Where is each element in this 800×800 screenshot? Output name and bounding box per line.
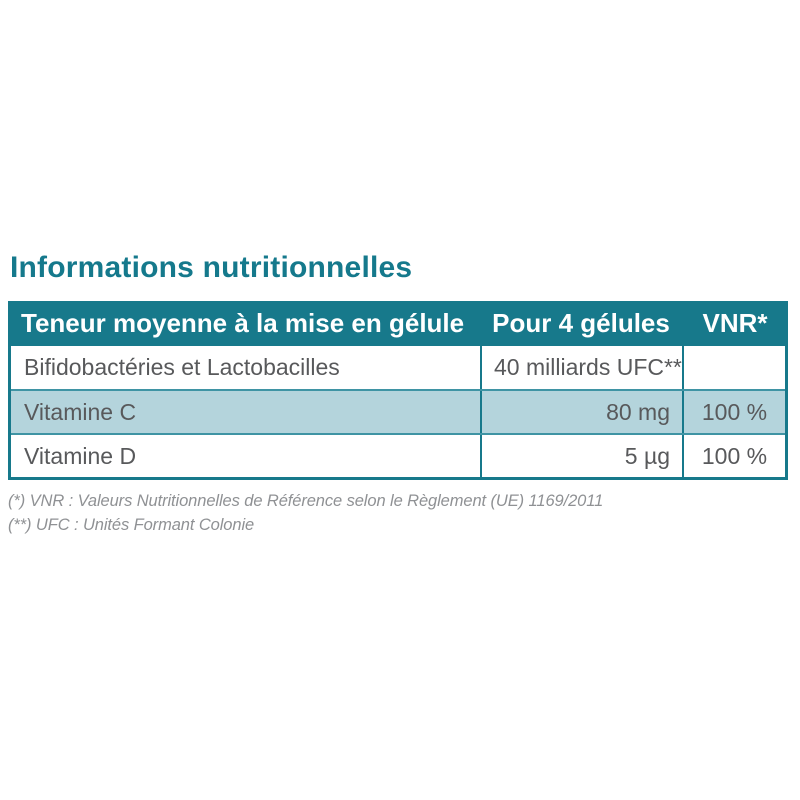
footnotes: (*) VNR : Valeurs Nutritionnelles de Réf… (8, 489, 790, 537)
header-col-vnr: VNR* (702, 308, 768, 338)
footnote-vnr: (*) VNR : Valeurs Nutritionnelles de Réf… (8, 492, 604, 510)
nutrition-table: Teneur moyenne à la mise en gélule Pour … (8, 301, 788, 480)
table-row-vitamine-c: Vitamine C 80 mg 100 % (11, 389, 785, 433)
ingredient-name: Vitamine D (24, 442, 137, 469)
page-title: Informations nutritionnelles (10, 251, 413, 284)
table-row-vitamine-d: Vitamine D 5 µg 100 % (11, 433, 785, 477)
table-header-row: Teneur moyenne à la mise en gélule Pour … (8, 301, 788, 346)
ingredient-amount: 80 mg (480, 391, 682, 433)
table-body: Bifidobactéries et Lactobacilles 40 mill… (8, 346, 788, 480)
header-col-average-content: Teneur moyenne à la mise en gélule (21, 308, 465, 338)
header-col-per-4-capsules: Pour 4 gélules (492, 308, 670, 338)
ingredient-name: Vitamine C (24, 398, 137, 425)
ingredient-amount: 40 milliards UFC** (480, 346, 682, 389)
footnote-ufc: (**) UFC : Unités Formant Colonie (8, 516, 255, 534)
ingredient-vnr: 100 % (682, 435, 785, 477)
ingredient-name: Bifidobactéries et Lactobacilles (24, 354, 340, 380)
ingredient-vnr (682, 346, 785, 389)
nutrition-panel: Informations nutritionnelles Teneur moye… (8, 250, 790, 537)
ingredient-vnr: 100 % (682, 391, 785, 433)
ingredient-amount: 5 µg (480, 435, 682, 477)
table-row-bifidobacteries: Bifidobactéries et Lactobacilles 40 mill… (11, 346, 785, 389)
